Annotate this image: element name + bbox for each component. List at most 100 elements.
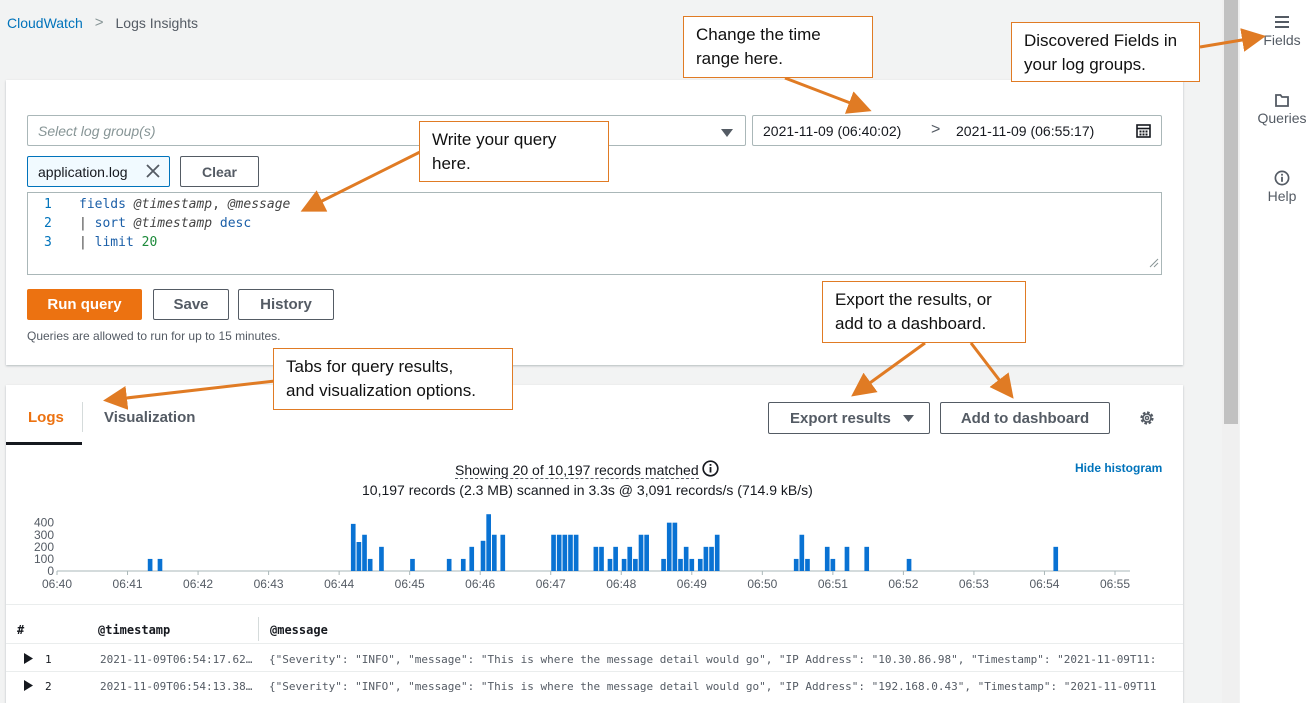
x-tick-label: 06:50 bbox=[747, 577, 777, 591]
histogram-bar[interactable] bbox=[613, 546, 618, 571]
close-icon[interactable] bbox=[146, 164, 160, 181]
histogram-bar[interactable] bbox=[805, 558, 810, 571]
selected-log-group-label: application.log bbox=[38, 164, 128, 180]
histogram-bar[interactable] bbox=[568, 534, 573, 571]
rail-item-fields[interactable]: Fields bbox=[1239, 14, 1315, 48]
histogram-bar[interactable] bbox=[480, 540, 486, 571]
history-button[interactable]: History bbox=[238, 289, 334, 320]
caret-down-icon bbox=[902, 410, 914, 427]
histogram-bar[interactable] bbox=[486, 514, 491, 571]
histogram-bar[interactable] bbox=[562, 534, 568, 571]
histogram-bar[interactable] bbox=[793, 558, 799, 571]
run-query-button[interactable]: Run query bbox=[27, 289, 142, 320]
histogram-bar[interactable] bbox=[147, 558, 153, 571]
histogram-bar[interactable] bbox=[607, 558, 613, 571]
query-editor[interactable]: 1 fields @timestamp, @message 2 | sort @… bbox=[27, 192, 1162, 275]
histogram-bar[interactable] bbox=[556, 534, 562, 571]
histogram-bar[interactable] bbox=[573, 534, 579, 571]
histogram-bar[interactable] bbox=[714, 534, 720, 571]
histogram-bar[interactable] bbox=[362, 534, 367, 571]
histogram-bar[interactable] bbox=[599, 546, 604, 571]
callout-time-range: Change the time range here. bbox=[683, 16, 873, 78]
histogram-bar[interactable] bbox=[678, 558, 683, 571]
x-tick-label: 06:53 bbox=[959, 577, 989, 591]
histogram-bar[interactable] bbox=[697, 558, 703, 571]
histogram-bar[interactable] bbox=[864, 546, 870, 571]
histogram-bar[interactable] bbox=[627, 546, 633, 571]
calendar-icon[interactable] bbox=[1136, 123, 1151, 141]
expand-row-icon[interactable] bbox=[24, 680, 33, 694]
histogram-bar[interactable] bbox=[844, 546, 850, 571]
add-to-dashboard-button[interactable]: Add to dashboard bbox=[940, 402, 1110, 434]
rail-item-label: Help bbox=[1267, 188, 1297, 204]
query-line-text: | sort @timestamp desc bbox=[79, 216, 252, 231]
caret-down-icon bbox=[721, 125, 733, 143]
y-tick-label: 100 bbox=[34, 552, 54, 566]
histogram-bar[interactable] bbox=[367, 558, 373, 571]
histogram-bar[interactable] bbox=[460, 558, 466, 571]
histogram-bar[interactable] bbox=[644, 534, 649, 571]
histogram-bar[interactable] bbox=[1053, 546, 1059, 571]
histogram-bar[interactable] bbox=[672, 522, 678, 571]
histogram-bar[interactable] bbox=[666, 522, 672, 571]
chevron-right-icon: > bbox=[94, 14, 104, 31]
export-results-button[interactable]: Export results bbox=[768, 402, 930, 434]
x-tick-label: 06:44 bbox=[324, 577, 354, 591]
rail-item-queries[interactable]: Queries bbox=[1239, 92, 1315, 126]
histogram-bar[interactable] bbox=[906, 558, 912, 571]
histogram-bar[interactable] bbox=[379, 546, 384, 571]
expand-row-icon[interactable] bbox=[24, 653, 33, 667]
histogram-bar[interactable] bbox=[824, 546, 830, 571]
histogram-bar[interactable] bbox=[683, 546, 689, 571]
histogram-bar[interactable] bbox=[703, 546, 709, 571]
histogram-bar[interactable] bbox=[350, 523, 356, 571]
row-message: {"Severity": "INFO", "message": "This is… bbox=[269, 653, 1157, 666]
histogram-bar[interactable] bbox=[830, 558, 836, 571]
time-range-picker[interactable]: 2021-11-09 (06:40:02) > 2021-11-09 (06:5… bbox=[752, 115, 1162, 146]
query-editor-line: 2 | sort @timestamp desc bbox=[28, 216, 1161, 235]
histogram-bar[interactable] bbox=[157, 558, 163, 571]
histogram-bar[interactable] bbox=[638, 534, 644, 571]
hide-histogram-link[interactable]: Hide histogram bbox=[1075, 461, 1163, 475]
x-tick-label: 06:52 bbox=[888, 577, 918, 591]
resize-handle-icon[interactable] bbox=[1149, 257, 1159, 272]
histogram-bar[interactable] bbox=[661, 558, 666, 571]
rail-item-label: Fields bbox=[1263, 32, 1301, 48]
right-rail bbox=[1240, 0, 1315, 703]
histogram-bar[interactable] bbox=[491, 534, 497, 571]
column-header-timestamp[interactable]: @timestamp bbox=[98, 623, 171, 637]
breadcrumb-cloudwatch-link[interactable]: CloudWatch bbox=[7, 14, 83, 31]
histogram-bar[interactable] bbox=[593, 546, 599, 571]
tab-logs[interactable]: Logs bbox=[6, 398, 82, 445]
histogram-bar[interactable] bbox=[689, 558, 695, 571]
histogram-bar[interactable] bbox=[633, 558, 638, 571]
rail-item-help[interactable]: Help bbox=[1239, 170, 1315, 204]
histogram-bar[interactable] bbox=[799, 534, 805, 571]
column-header-message[interactable]: @message bbox=[270, 623, 328, 637]
row-message: {"Severity": "INFO", "message": "This is… bbox=[269, 680, 1157, 693]
line-number: 2 bbox=[44, 216, 52, 231]
info-icon[interactable] bbox=[701, 460, 719, 480]
histogram-bar[interactable] bbox=[551, 534, 556, 571]
scrollbar-thumb[interactable] bbox=[1224, 0, 1238, 424]
x-tick-label: 06:46 bbox=[465, 577, 495, 591]
histogram-bar[interactable] bbox=[356, 542, 362, 571]
line-number: 1 bbox=[44, 197, 52, 212]
clear-button[interactable]: Clear bbox=[180, 156, 259, 187]
query-time-limit-note: Queries are allowed to run for up to 15 … bbox=[27, 329, 281, 343]
histogram-bar[interactable] bbox=[446, 558, 452, 571]
histogram-bar[interactable] bbox=[621, 558, 627, 571]
tab-visualization[interactable]: Visualization bbox=[92, 398, 202, 445]
histogram-bar[interactable] bbox=[469, 546, 475, 571]
save-button[interactable]: Save bbox=[153, 289, 229, 320]
histogram-bar[interactable] bbox=[410, 558, 415, 571]
histogram-bar[interactable] bbox=[500, 534, 506, 571]
histogram-bar[interactable] bbox=[709, 546, 714, 571]
tab-visualization-label: Visualization bbox=[104, 409, 196, 426]
table-row[interactable]: 2 2021-11-09T06:54:13.38… {"Severity": "… bbox=[6, 673, 1183, 699]
log-group-select[interactable]: Select log group(s) bbox=[27, 115, 746, 146]
settings-gear-icon[interactable] bbox=[1138, 409, 1156, 432]
table-row[interactable]: 1 2021-11-09T06:54:17.62… {"Severity": "… bbox=[6, 646, 1183, 672]
